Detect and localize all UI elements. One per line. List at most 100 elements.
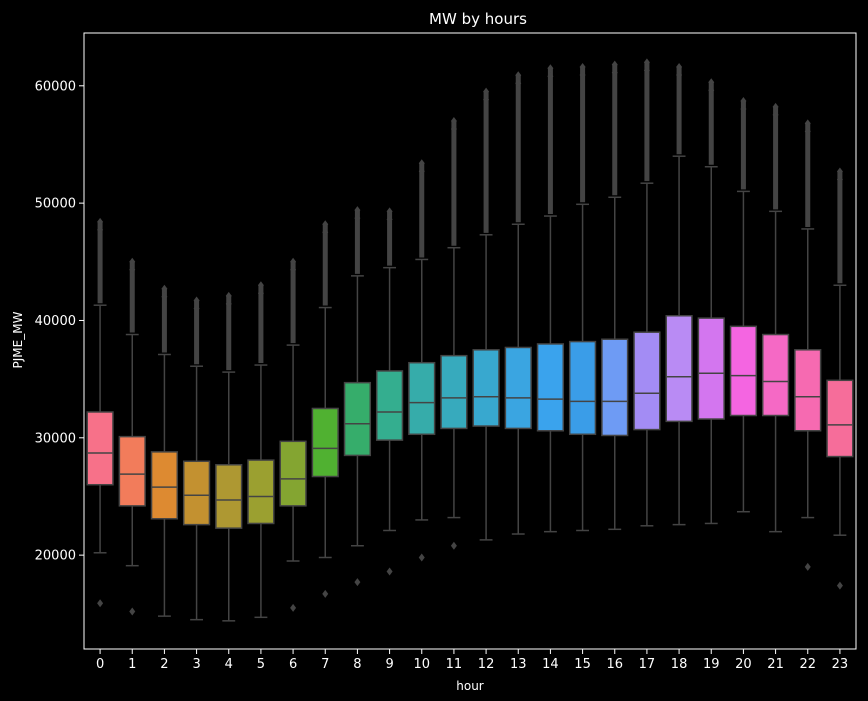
- box-23: [826, 167, 854, 590]
- outlier-point: [643, 58, 650, 67]
- outlier-point: [450, 541, 457, 550]
- outlier-point: [290, 257, 297, 266]
- outlier-point: [290, 265, 297, 274]
- x-tick-label: 14: [542, 657, 559, 672]
- x-tick-label: 19: [703, 657, 720, 672]
- outlier-point: [225, 299, 232, 308]
- box-1: [118, 257, 146, 616]
- outlier-point: [450, 117, 457, 125]
- box-0: [86, 217, 114, 608]
- box-4: [215, 291, 243, 622]
- box-body: [601, 338, 629, 437]
- box-16: [601, 60, 629, 531]
- y-tick-label: 30000: [35, 431, 76, 446]
- outlier-point: [676, 71, 683, 80]
- box-body: [826, 379, 854, 458]
- outlier-point: [97, 599, 104, 608]
- outlier-point: [322, 589, 329, 598]
- box-body: [343, 381, 372, 457]
- outlier-point: [418, 167, 425, 176]
- box-19: [697, 78, 725, 525]
- box-body: [665, 315, 693, 423]
- box-22: [794, 119, 822, 571]
- x-tick-label: 16: [606, 657, 623, 672]
- box-body: [761, 333, 790, 417]
- box-20: [729, 97, 758, 513]
- outlier-point: [772, 110, 779, 119]
- box-11: [440, 117, 468, 550]
- x-tick-label: 21: [767, 657, 784, 672]
- outlier-point: [97, 217, 104, 226]
- outlier-point: [386, 567, 393, 576]
- outlier-point: [547, 72, 554, 81]
- y-tick-label: 20000: [35, 549, 76, 564]
- outlier-point: [804, 119, 811, 128]
- y-axis-label: PJME_MW: [11, 311, 25, 368]
- outlier-point: [643, 66, 650, 75]
- x-tick-label: 10: [413, 657, 430, 672]
- outlier-point: [97, 225, 104, 234]
- x-tick-label: 8: [353, 657, 361, 672]
- outlier-point: [129, 257, 136, 266]
- outlier-point: [483, 95, 490, 104]
- y-tick-label: 40000: [35, 314, 76, 329]
- plot-area: [83, 32, 857, 650]
- box-body: [150, 451, 179, 520]
- outlier-point: [354, 214, 361, 223]
- outlier-point: [129, 607, 136, 616]
- outlier-point: [708, 86, 715, 95]
- outlier-point: [129, 265, 136, 274]
- box-21: [761, 102, 790, 533]
- box-body: [247, 459, 275, 525]
- x-tick-label: 0: [96, 657, 104, 672]
- outlier-point: [515, 79, 522, 88]
- box-15: [568, 63, 597, 532]
- outlier-point: [161, 292, 168, 301]
- box-6: [279, 257, 307, 612]
- outlier-point: [354, 578, 361, 587]
- box-14: [536, 64, 565, 533]
- x-tick-label: 12: [478, 657, 495, 672]
- plot-marks: [86, 58, 854, 622]
- box-10: [408, 159, 436, 562]
- box-body: [86, 411, 114, 486]
- box-body: [729, 325, 758, 417]
- x-tick-label: 6: [289, 657, 297, 672]
- outlier-point: [772, 102, 779, 111]
- box-body: [182, 460, 211, 526]
- outlier-point: [257, 289, 264, 298]
- box-5: [247, 281, 275, 619]
- box-9: [375, 207, 404, 576]
- outlier-point: [322, 228, 329, 237]
- outlier-point: [579, 71, 586, 80]
- outlier-point: [740, 97, 747, 106]
- outlier-point: [804, 562, 811, 571]
- x-tick-label: 20: [735, 657, 752, 672]
- outlier-point: [418, 553, 425, 562]
- box-body: [633, 331, 661, 431]
- outlier-point: [354, 206, 361, 215]
- box-8: [343, 206, 372, 587]
- box-body: [472, 349, 500, 427]
- outlier-point: [676, 63, 683, 72]
- outlier-point: [547, 64, 554, 73]
- outlier-point: [611, 68, 618, 77]
- box-body: [408, 361, 436, 436]
- x-tick-label: 1: [128, 657, 136, 672]
- outlier-point: [161, 284, 168, 293]
- x-tick-label: 2: [160, 657, 168, 672]
- outlier-point: [804, 127, 811, 136]
- x-axis-label: hour: [456, 679, 484, 693]
- outlier-point: [450, 125, 457, 133]
- y-tick-label: 60000: [35, 79, 76, 94]
- outlier-point: [611, 60, 618, 69]
- outlier-point: [322, 220, 329, 229]
- outlier-point: [836, 175, 843, 184]
- box-body: [794, 349, 822, 432]
- box-7: [311, 220, 339, 598]
- box-body: [215, 464, 243, 529]
- box-17: [633, 58, 661, 527]
- outlier-point: [836, 581, 843, 590]
- outlier-point: [418, 159, 425, 168]
